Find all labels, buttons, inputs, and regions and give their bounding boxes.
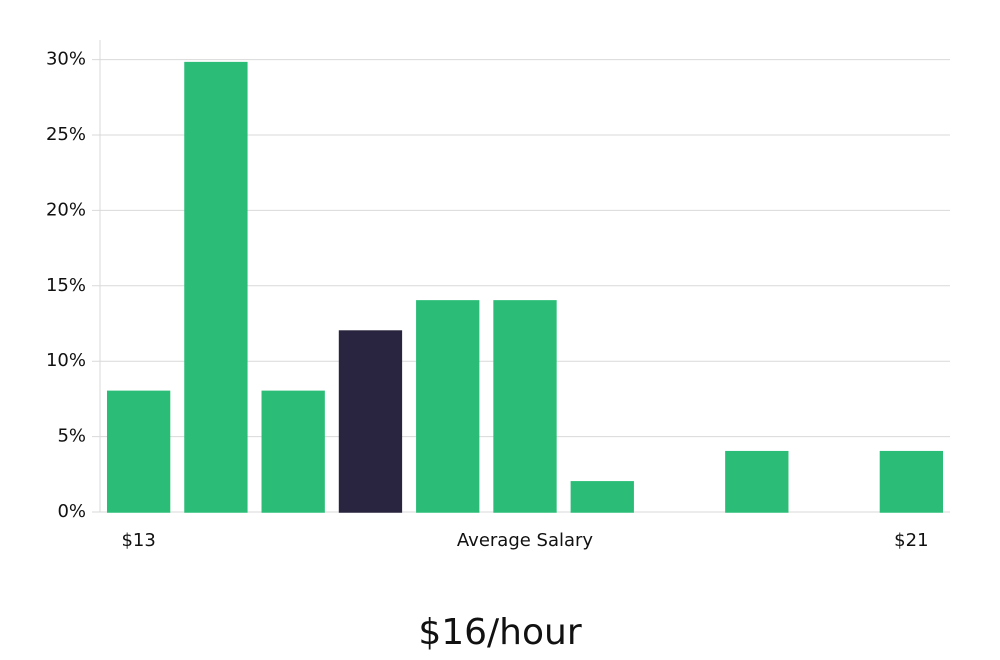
y-tick-label: 10% [46, 350, 86, 371]
bar [570, 481, 634, 513]
y-tick-label: 20% [46, 199, 86, 220]
x-tick-label: $21 [894, 530, 928, 551]
bar [261, 390, 325, 513]
bar [725, 450, 789, 513]
average-salary-value: $16/hour [418, 612, 582, 653]
bar [879, 450, 944, 513]
y-tick-label: 5% [57, 426, 86, 447]
bar [493, 300, 557, 513]
bar [416, 300, 480, 513]
y-tick-label: 15% [46, 275, 86, 296]
x-tick-label: $13 [121, 530, 155, 551]
bar [106, 390, 171, 513]
y-tick-label: 25% [46, 124, 86, 145]
bar [184, 61, 248, 513]
y-tick-label: 0% [57, 501, 86, 522]
y-tick-label: 30% [46, 49, 86, 70]
bar [338, 330, 403, 513]
x-tick-label: Average Salary [457, 530, 594, 551]
